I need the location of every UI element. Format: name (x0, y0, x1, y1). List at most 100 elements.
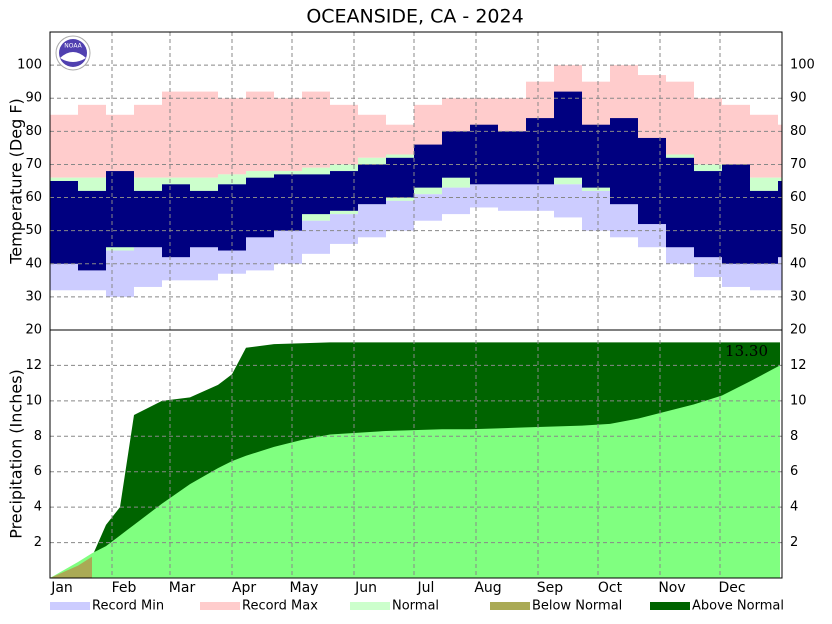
record-max-band (666, 81, 694, 155)
legend-label: Record Max (242, 599, 318, 614)
record-max-band (274, 98, 302, 172)
observed-bar (610, 118, 638, 205)
record-max-band (778, 124, 782, 178)
legend-swatch (200, 602, 240, 610)
observed-bar (330, 171, 358, 211)
observed-bar (498, 131, 526, 185)
below-normal-area (50, 565, 78, 578)
y-tick-label: 100 (17, 58, 42, 73)
y-tick-label: 80 (25, 124, 42, 139)
below-normal-area (78, 556, 92, 578)
y-tick-label: 8 (790, 429, 798, 444)
record-max-band (386, 124, 414, 155)
y-tick-label: 8 (34, 429, 42, 444)
observed-bar (106, 171, 134, 248)
observed-bar (190, 190, 218, 248)
record-max-band (106, 114, 134, 178)
y-tick-label: 4 (790, 500, 798, 515)
record-max-band (638, 75, 666, 148)
legend-label: Normal (392, 599, 439, 614)
x-tick-label: Sep (537, 580, 564, 596)
record-max-band (134, 104, 162, 178)
y-tick-label: 20 (790, 323, 807, 338)
y-tick-label: 20 (25, 323, 42, 338)
record-max-band (722, 104, 750, 172)
record-max-band (498, 98, 526, 135)
record-min-band (106, 250, 134, 297)
record-min-band (526, 181, 554, 211)
x-tick-label: May (290, 580, 319, 596)
observed-bar (386, 157, 414, 198)
x-tick-label: Oct (598, 580, 623, 596)
y-tick-label: 12 (25, 358, 42, 373)
record-max-band (750, 114, 778, 178)
record-max-band (50, 114, 78, 178)
record-max-band (414, 104, 442, 148)
record-max-band (190, 91, 218, 178)
plots (49, 32, 782, 578)
y-tick-label: 30 (25, 289, 42, 304)
observed-bar (442, 131, 470, 178)
annotation: 13.30 (725, 342, 768, 360)
y-tick-label: 90 (25, 91, 42, 106)
legend-label: Below Normal (532, 599, 622, 614)
x-tick-label: Feb (112, 580, 137, 596)
legend-swatch (50, 602, 90, 610)
record-min-band (610, 200, 638, 238)
record-min-band (470, 184, 498, 208)
x-tick-label: Jan (50, 580, 73, 596)
observed-bar (666, 157, 694, 248)
x-tick-label: Jul (417, 580, 435, 596)
svg-text:NOAA: NOAA (64, 43, 82, 50)
observed-bar (778, 181, 782, 258)
y-tick-label: 6 (34, 464, 42, 479)
chart-title: OCEANSIDE, CA - 2024 (306, 6, 523, 28)
record-min-band (554, 184, 582, 218)
record-max-band (78, 104, 106, 178)
observed-bar (470, 124, 498, 185)
record-min-band (582, 190, 610, 231)
observed-bar (414, 144, 442, 188)
y-tick-label: 70 (25, 157, 42, 172)
observed-bar (554, 91, 582, 178)
y-tick-label: 2 (790, 535, 798, 550)
observed-bar (526, 118, 554, 185)
x-tick-label: Dec (718, 580, 745, 596)
y-axis-label: Temperature (Deg F) (7, 98, 26, 265)
x-tick-label: Aug (474, 580, 501, 596)
legend-swatch (490, 602, 530, 610)
x-tick-label: Mar (169, 580, 196, 596)
observed-bar (246, 177, 274, 238)
observed-bar (50, 181, 78, 264)
observed-bar (582, 124, 610, 188)
record-max-band (330, 104, 358, 165)
observed-bar (134, 190, 162, 248)
observed-bar (750, 190, 778, 264)
y-tick-label: 100 (790, 58, 815, 73)
record-min-band (274, 227, 302, 264)
record-min-band (442, 187, 470, 215)
record-min-band (358, 204, 386, 238)
legend-swatch (350, 602, 390, 610)
observed-bar (358, 164, 386, 205)
y-tick-label: 40 (790, 256, 807, 271)
observed-bar (302, 174, 330, 215)
noaa-logo: NOAA (55, 35, 91, 71)
legend-label: Above Normal (692, 599, 784, 614)
legend-label: Record Min (92, 599, 164, 614)
y-tick-label: 30 (790, 289, 807, 304)
record-min-band (330, 214, 358, 244)
observed-bar (162, 184, 190, 258)
observed-bar (694, 171, 722, 258)
x-tick-label: Apr (232, 580, 256, 596)
y-tick-label: 60 (25, 190, 42, 205)
record-min-band (498, 181, 526, 211)
observed-bar (274, 174, 302, 231)
x-tick-label: Jun (354, 580, 377, 596)
y-axis-label: Precipitation (Inches) (7, 369, 26, 539)
y-tick-label: 50 (25, 223, 42, 238)
record-max-band (358, 114, 386, 158)
record-max-band (302, 91, 330, 168)
y-tick-label: 90 (790, 91, 807, 106)
